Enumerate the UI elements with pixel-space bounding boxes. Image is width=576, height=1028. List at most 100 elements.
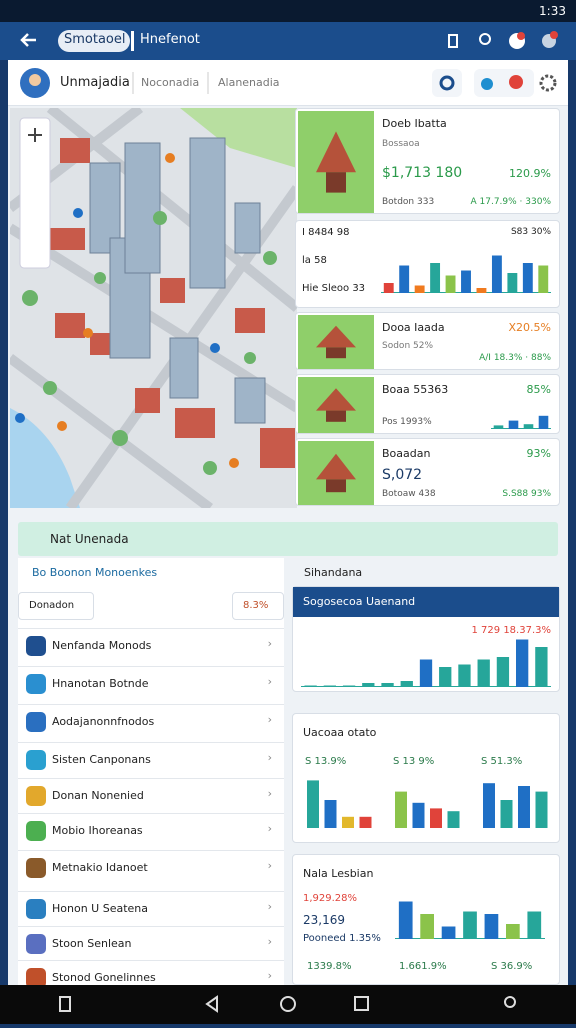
list-item[interactable]: Stonod Gonelinnes › [18,960,284,994]
icon-bg [26,934,46,954]
bar [362,683,375,687]
card-change: 93% [526,447,551,460]
listing-card[interactable]: Boaadan 93% S,072 Botoaw 438 S.S88 93% [295,438,560,506]
bar [381,683,394,687]
header-row: Unmajadia Noconadia Alanenadia [8,60,568,106]
app-subtitle: Hnefenot [140,32,200,47]
nav-account[interactable] [504,996,516,1008]
bar [461,270,471,293]
item-icon [26,858,46,878]
card-title: Uacoaa otato [303,726,377,739]
menu-icon[interactable] [448,34,458,48]
item-label: Metnakio Idanoet [52,861,148,874]
bar [430,808,442,828]
bar [476,288,487,293]
zoom-in[interactable] [28,128,42,142]
chevron: › [267,859,272,872]
listing-card[interactable]: Boaa 55363 85% Pos 1993% [295,374,560,434]
bar-chart [301,639,551,687]
park [180,108,297,168]
tab[interactable]: Noconadia [141,76,200,89]
item-label: Donan Nonenied [52,789,144,802]
bar [307,780,319,828]
nav-back[interactable] [205,995,218,1013]
title-pill[interactable] [58,30,130,52]
list-item[interactable]: Mobio Ihoreanas › [18,813,284,847]
icon-bg [26,750,46,770]
filter-label: Bo Boonon Monoenkes [32,566,158,579]
bar [527,911,542,939]
item-icon [26,821,46,841]
item-label: Hnanotan Botnde [52,677,149,690]
chart-card: Sogosecoa Uaenand 1 729 18.37.3% [292,586,560,692]
bar [420,914,434,939]
card-foot-value: A 17.7.9% · 330% [470,197,551,207]
nav-recent[interactable] [354,996,369,1011]
card-value: 1 729 18.37.3% [471,625,551,636]
list-item[interactable]: Donan Nonenied › [18,778,284,812]
button-label: Donadon [29,600,75,611]
button[interactable]: Donadon [18,592,94,620]
list-item[interactable]: Metnakio Idanoet › [18,850,284,884]
item-icon [26,750,46,770]
bar [516,639,529,687]
card-foot: Pos 1993% [382,417,432,427]
map-controls[interactable] [19,117,51,269]
bar [414,285,425,293]
tab[interactable]: Alanenadia [218,76,280,89]
card-subtitle: Sodon 52% [382,341,434,351]
bar [400,681,413,687]
card-foot: Botdon 333 [382,197,435,207]
badge [550,31,558,39]
chip[interactable]: 8.3% [232,592,284,620]
group-label: S 13.9% [305,756,347,767]
search-icon[interactable] [479,33,491,45]
bar [359,816,372,828]
listing-card[interactable]: I 8484 98 la 58 Hie Sleoo 33 S83 30% [295,220,560,308]
bar [342,816,354,828]
bar [518,786,530,828]
list-item[interactable]: Stoon Senlean › [18,926,284,960]
pagoda [316,131,356,173]
item-label: Sisten Canponans [52,753,151,766]
card-value: S,072 [382,467,423,483]
icon-button[interactable] [432,69,462,97]
nav-home[interactable] [280,996,296,1012]
bar [535,791,548,828]
bar [323,685,336,687]
list-item[interactable]: Sisten Canponans › [18,742,284,776]
settings-icon[interactable] [539,74,557,92]
bar [441,926,456,939]
bar [458,664,471,687]
icon [481,78,493,90]
chevron: › [267,637,272,650]
chevron: › [267,969,272,982]
list-item[interactable]: Aodajanonnfnodos › [18,704,284,738]
bar-chart [395,791,460,828]
card-value: $1,713 180 [382,165,463,181]
list-item[interactable]: Honon U Seatena › [18,891,284,925]
listing-card[interactable]: Doeb Ibatta Bossaoa 120.9% $1,713 180 Botdon… [295,108,560,214]
section-title: Nat Unenada [50,532,129,546]
bar [508,420,519,429]
app-title: Smotaoel [64,32,126,47]
pagoda-base [326,347,346,359]
icon [509,75,523,89]
card-foot: 1339.8% [307,961,352,972]
bar [483,783,495,828]
list-item[interactable]: Hnanotan Botnde › [18,666,284,700]
bar [447,811,460,828]
nav-apps[interactable] [59,996,71,1012]
list-item[interactable]: Nenfanda Monods › [18,628,284,662]
card-header: Sogosecoa Uaenand [293,587,559,617]
icon-bg [26,968,46,988]
card-foot-value: S.S88 93% [502,489,551,499]
back-icon[interactable] [20,33,36,47]
chip-label: 8.3% [243,600,269,611]
pagoda [316,453,356,480]
chevron: › [267,751,272,764]
chevron: › [267,787,272,800]
item-icon [26,968,46,988]
bar [398,901,413,939]
listing-card[interactable]: Dooa Iaada Sodon 52% X20.5% A/I 18.3% · 88% [295,312,560,370]
